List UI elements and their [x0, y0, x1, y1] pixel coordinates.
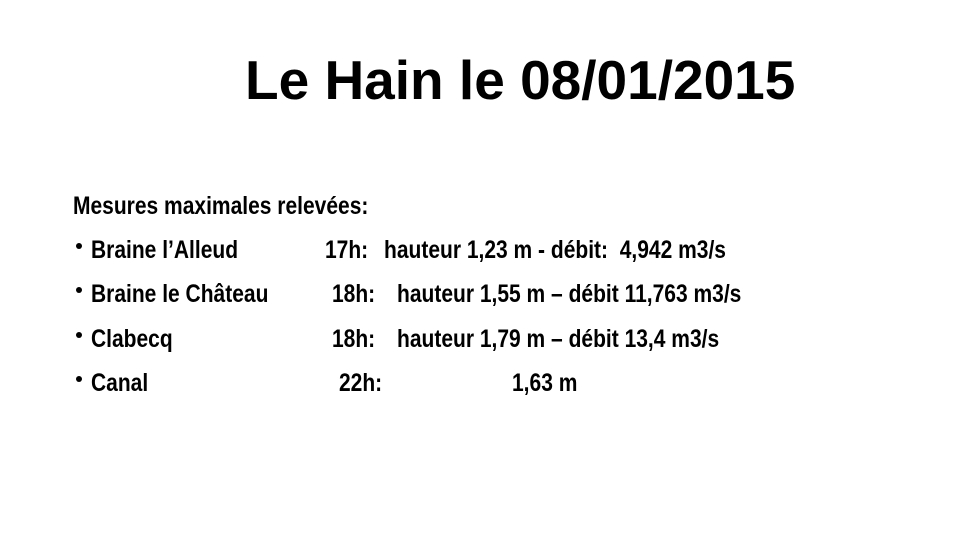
station-name: Braine le Château [91, 280, 269, 308]
measure-time: 18h: [332, 325, 376, 353]
station-name: Canal [91, 369, 149, 397]
bullet-icon [76, 287, 82, 293]
measure-time: 17h: [325, 236, 369, 264]
bullet-icon [76, 332, 82, 338]
measure-time: 22h: [339, 369, 383, 397]
bullet-icon [76, 376, 82, 382]
measure-values: 1,63 m [512, 369, 578, 397]
bullet-icon [76, 243, 82, 249]
measures-heading: Mesures maximales relevées: [73, 192, 369, 220]
station-name: Clabecq [91, 325, 173, 353]
measure-values: hauteur 1,55 m – débit 11,763 m3/s [397, 280, 742, 308]
measure-values: hauteur 1,23 m - débit: 4,942 m3/s [384, 236, 726, 264]
measure-time: 18h: [332, 280, 376, 308]
measure-values: hauteur 1,79 m – débit 13,4 m3/s [397, 325, 720, 353]
slide-title: Le Hain le 08/01/2015 [245, 49, 796, 111]
station-name: Braine l’Alleud [91, 236, 239, 264]
